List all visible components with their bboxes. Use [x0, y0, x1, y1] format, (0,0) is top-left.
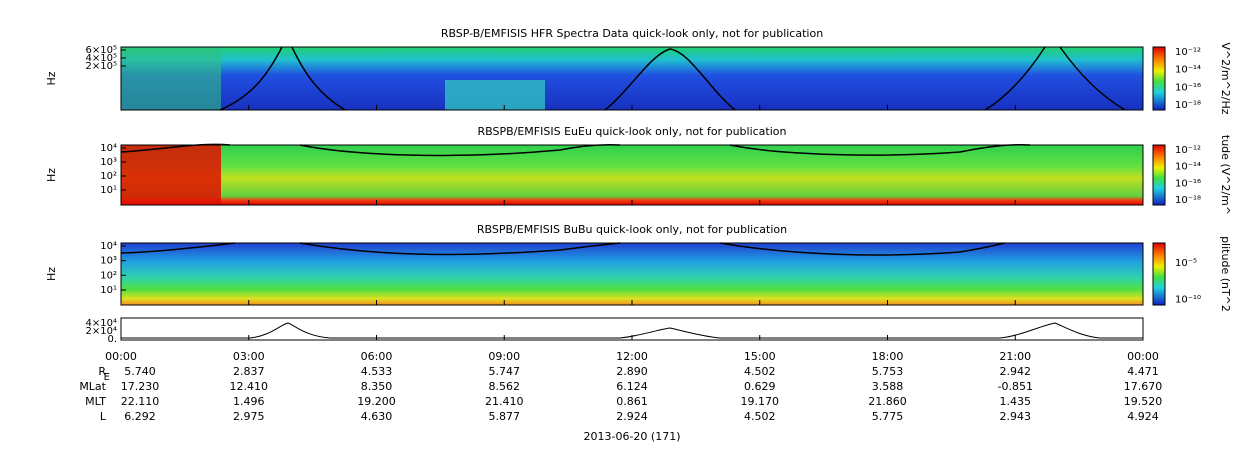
ephemeris-value: 1.435 [1000, 395, 1032, 408]
ephemeris-value: 17.670 [1124, 380, 1163, 393]
ephemeris-value: 2.942 [1000, 365, 1032, 378]
colorbar-tick-label: 10⁻¹² [1175, 47, 1201, 58]
ephemeris-value: 2.890 [616, 365, 648, 378]
ephemeris-value: 21.860 [868, 395, 907, 408]
spectrogram-patch [121, 145, 221, 205]
x-tick-label: 09:00 [488, 350, 520, 363]
date-label: 2013-06-20 (171) [583, 430, 680, 443]
ephemeris-value: 4.924 [1127, 410, 1159, 423]
ephemeris-value: 2.924 [616, 410, 648, 423]
colorbar-tick-label: 10⁻¹⁸ [1175, 100, 1201, 111]
y-tick-label: 10⁴ [100, 143, 117, 154]
x-tick-label: 12:00 [616, 350, 648, 363]
y-tick-label: 10² [100, 270, 117, 281]
x-tick-label: 00:00 [1127, 350, 1159, 363]
ephemeris-value: 19.170 [741, 395, 780, 408]
colorbar-tick-label: 10⁻¹⁸ [1175, 195, 1201, 206]
ephemeris-value: 21.410 [485, 395, 524, 408]
panel-title: RBSP-B/EMFISIS HFR Spectra Data quick-lo… [441, 27, 823, 40]
colorbar [1152, 46, 1166, 111]
colorbar-tick-label: 10⁻¹² [1175, 145, 1201, 156]
ephemeris-value: 19.200 [357, 395, 396, 408]
ephemeris-value: 19.520 [1124, 395, 1163, 408]
y-tick-label: 2×10⁴ [86, 326, 117, 337]
ephemeris-value: -0.851 [998, 380, 1033, 393]
y-tick-label: 10³ [100, 256, 117, 267]
ephemeris-value: 4.533 [361, 365, 393, 378]
ephemeris-value: 5.877 [489, 410, 521, 423]
curve [120, 242, 1006, 256]
spectrogram [121, 145, 1143, 205]
y-tick-label: 10¹ [100, 185, 117, 196]
ephemeris-value: 4.502 [744, 410, 776, 423]
colorbar [1152, 242, 1166, 306]
ephemeris-value: 6.124 [616, 380, 648, 393]
curve [219, 46, 1126, 111]
ephemeris-value: 12.410 [230, 380, 269, 393]
y-tick-label: 4×10⁵ [86, 53, 117, 64]
row-label: L [100, 410, 107, 423]
panel-title: RBSPB/EMFISIS EuEu quick-look only, not … [477, 125, 786, 138]
ephemeris-value: 8.350 [361, 380, 393, 393]
ephemeris-value: 4.502 [744, 365, 776, 378]
y-tick-label: 10³ [100, 157, 117, 168]
row-label: R [98, 365, 106, 378]
y-axis-label: Hz [45, 267, 58, 281]
y-axis-label: Hz [45, 168, 58, 182]
colorbar-tick-label: 10⁻¹⁶ [1175, 178, 1201, 189]
altitude-curve [121, 322, 1143, 339]
spectrogram [121, 243, 1143, 305]
ephemeris-value: 5.740 [124, 365, 156, 378]
x-tick-label: 06:00 [361, 350, 393, 363]
ephemeris-value: 1.496 [233, 395, 265, 408]
y-axis-label: Hz [45, 71, 58, 85]
x-tick-label: 18:00 [872, 350, 904, 363]
ephemeris-value: 8.562 [489, 380, 521, 393]
ephemeris-value: 0.629 [744, 380, 776, 393]
spectrogram-patch [445, 80, 545, 110]
ephemeris-value: 4.471 [1127, 365, 1159, 378]
colorbar-label: tude (V^2/m^ [1219, 135, 1232, 215]
ephemeris-value: 3.588 [872, 380, 904, 393]
x-tick-label: 00:00 [105, 350, 137, 363]
row-label: MLT [85, 395, 106, 408]
colorbar-tick-label: 10⁻¹⁴ [1175, 65, 1201, 76]
y-tick-label: 0. [107, 334, 117, 345]
ephemeris-value: 5.775 [872, 410, 904, 423]
colorbar [1152, 144, 1166, 206]
ephemeris-value: 2.975 [233, 410, 265, 423]
panel-title: RBSPB/EMFISIS BuBu quick-look only, not … [477, 223, 787, 236]
y-tick-label: 2×10⁵ [86, 61, 117, 72]
colorbar-tick-label: 10⁻¹⁰ [1175, 294, 1201, 305]
ephemeris-value: 22.110 [121, 395, 160, 408]
row-label-subscript: E [104, 372, 110, 383]
x-tick-label: 15:00 [744, 350, 776, 363]
ephemeris-value: 0.861 [616, 395, 648, 408]
ephemeris-value: 2.943 [1000, 410, 1032, 423]
colorbar-tick-label: 10⁻¹⁴ [1175, 162, 1201, 173]
y-tick-label: 10² [100, 171, 117, 182]
ephemeris-value: 17.230 [121, 380, 160, 393]
ephemeris-value: 5.753 [872, 365, 904, 378]
row-label: MLat [79, 380, 106, 393]
y-tick-label: 6×10⁵ [86, 45, 117, 56]
colorbar-label: plitude (nT^2 [1219, 236, 1232, 312]
colorbar-tick-label: 10⁻⁵ [1175, 258, 1197, 269]
ephemeris-value: 6.292 [124, 410, 156, 423]
spectrogram [121, 47, 1143, 110]
y-tick-label: 10⁴ [100, 241, 117, 252]
y-tick-label: 4×10⁴ [86, 318, 117, 329]
x-tick-label: 21:00 [999, 350, 1031, 363]
colorbar-tick-label: 10⁻¹⁶ [1175, 82, 1201, 93]
ephemeris-value: 5.747 [489, 365, 521, 378]
colorbar-label: V^2/m^2/Hz [1219, 42, 1232, 114]
y-tick-label: 10¹ [100, 285, 117, 296]
ephemeris-value: 4.630 [361, 410, 393, 423]
ephemeris-value: 2.837 [233, 365, 265, 378]
x-tick-label: 03:00 [233, 350, 265, 363]
spectrogram-patch [121, 47, 221, 110]
